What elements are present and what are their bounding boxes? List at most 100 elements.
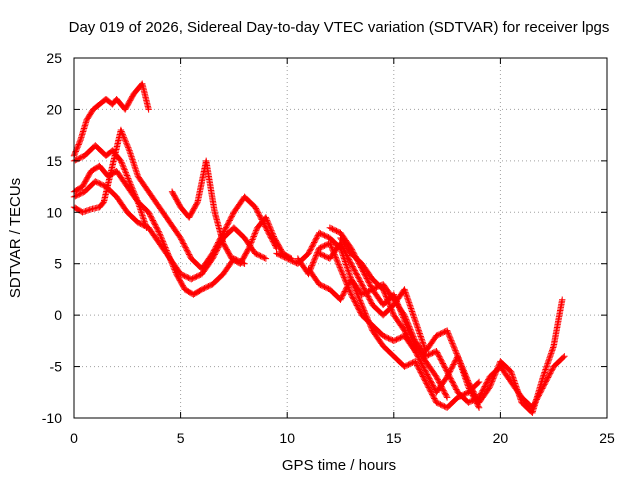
data-point: [433, 373, 440, 381]
data-point: [362, 310, 369, 317]
data-point: [423, 380, 430, 387]
data-point: [510, 375, 517, 383]
series-trace-4: [70, 178, 270, 283]
data-point: [487, 382, 494, 389]
data-point: [252, 205, 260, 212]
data-point: [359, 282, 366, 289]
data-point: [121, 167, 129, 175]
data-point: [338, 295, 345, 302]
data-point: [480, 384, 488, 392]
data-point: [98, 181, 106, 188]
data-point: [148, 215, 156, 223]
data-point: [407, 305, 415, 312]
data-point: [447, 335, 454, 343]
data-point: [348, 292, 356, 300]
data-point: [434, 376, 442, 383]
data-point: [409, 311, 417, 318]
data-point: [421, 376, 428, 383]
data-point: [433, 349, 441, 356]
data-point: [357, 298, 364, 306]
y-tick-label: -5: [50, 359, 63, 375]
data-point: [344, 267, 352, 274]
data-point: [543, 361, 551, 369]
data-point: [126, 147, 133, 154]
data-point: [350, 283, 358, 290]
data-point: [488, 378, 496, 385]
data-point: [118, 129, 126, 137]
data-point: [120, 134, 128, 141]
data-point: [178, 237, 186, 244]
data-point: [76, 191, 83, 198]
data-point: [192, 274, 199, 281]
data-point: [310, 240, 317, 248]
data-point: [464, 382, 472, 389]
y-axis-label: SDTVAR / TECUs: [7, 178, 24, 298]
data-point: [364, 315, 371, 323]
data-point: [547, 351, 554, 359]
data-point: [315, 281, 323, 288]
data-point: [340, 272, 347, 280]
data-point: [458, 363, 465, 370]
data-point: [333, 257, 341, 264]
data-point: [418, 336, 425, 343]
data-point: [367, 297, 374, 304]
data-point: [404, 295, 411, 302]
data-point: [308, 244, 315, 252]
data-point: [430, 383, 437, 390]
data-point: [438, 401, 445, 409]
data-point: [408, 306, 415, 314]
data-point: [274, 250, 282, 258]
data-point: [446, 333, 453, 340]
data-point: [490, 373, 498, 381]
data-point: [212, 243, 220, 250]
data-point: [255, 210, 262, 218]
data-point: [339, 269, 346, 277]
data-point: [508, 369, 515, 377]
data-point: [129, 157, 137, 165]
data-point: [319, 252, 327, 259]
data-point: [313, 233, 321, 241]
data-point: [431, 396, 439, 404]
data-point: [132, 167, 140, 174]
data-point: [404, 332, 411, 340]
data-point: [438, 357, 445, 364]
data-point: [513, 384, 520, 392]
data-point: [333, 227, 340, 235]
data-point: [443, 392, 450, 400]
data-point: [72, 157, 79, 164]
data-point: [423, 369, 430, 377]
data-point: [451, 359, 458, 367]
data-point: [401, 317, 408, 324]
x-axis-label: GPS time / hours: [282, 457, 396, 474]
data-point: [392, 295, 399, 303]
data-point: [364, 276, 371, 284]
data-point: [395, 302, 402, 310]
data-point: [183, 245, 190, 253]
data-point: [406, 300, 413, 308]
data-point: [430, 393, 437, 401]
data-point: [367, 323, 374, 330]
data-point: [410, 345, 417, 352]
data-point: [311, 239, 318, 246]
data-point: [441, 364, 449, 371]
data-point: [336, 264, 344, 271]
data-point: [438, 384, 446, 392]
data-point: [353, 288, 360, 296]
data-point: [281, 254, 288, 261]
data-point: [443, 394, 451, 401]
data-point: [388, 307, 396, 315]
data-point: [184, 274, 191, 281]
data-point: [263, 217, 271, 224]
data-point: [260, 254, 267, 261]
data-point: [443, 373, 451, 381]
data-point: [511, 378, 518, 386]
data-point: [349, 278, 356, 286]
data-point: [434, 350, 442, 358]
data-point: [119, 131, 126, 138]
data-point: [355, 305, 362, 312]
data-point: [227, 214, 235, 221]
y-tick-label: 15: [46, 153, 62, 169]
data-point: [154, 226, 162, 234]
data-point: [284, 255, 291, 262]
data-point: [315, 250, 323, 257]
